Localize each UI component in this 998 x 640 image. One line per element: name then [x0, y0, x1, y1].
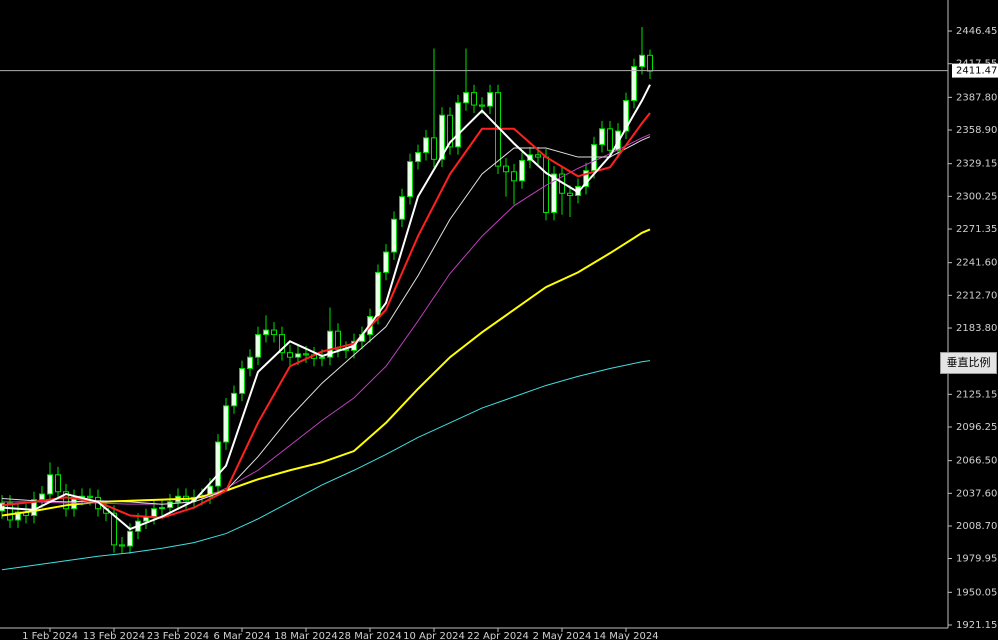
candle-body	[415, 152, 421, 163]
candle-body	[319, 356, 325, 359]
candle-body	[439, 114, 445, 160]
candle-body	[511, 171, 517, 182]
x-tick-label: 28 Mar 2024	[338, 631, 401, 640]
x-tick-label: 2 May 2024	[533, 631, 592, 640]
candle-body	[391, 218, 397, 253]
candle-body	[399, 196, 405, 220]
candle-body	[255, 334, 261, 358]
x-tick-label: 6 Mar 2024	[213, 631, 270, 640]
current-price-label: 2411.47	[956, 66, 997, 77]
y-tick-label: 2329.15	[956, 159, 997, 170]
y-tick-label: 2358.90	[956, 125, 997, 136]
candle-body	[431, 137, 437, 160]
x-tick-label: 23 Feb 2024	[147, 631, 209, 640]
candle-body	[487, 92, 493, 107]
x-tick-label: 14 May 2024	[593, 631, 658, 640]
candle-body	[263, 329, 269, 336]
y-tick-label: 2271.35	[956, 224, 997, 235]
candle-body	[167, 501, 173, 509]
candle-body	[335, 330, 341, 350]
y-tick-label: 2446.45	[956, 26, 997, 37]
candle-body	[479, 104, 485, 107]
y-tick-label: 2066.50	[956, 456, 997, 467]
candle-body	[631, 66, 637, 102]
candle-body	[639, 54, 645, 68]
candle-body	[247, 356, 253, 370]
candle-body	[471, 92, 477, 106]
candle-body	[407, 161, 413, 198]
candle-body	[423, 137, 429, 154]
candle-body	[503, 165, 509, 173]
candle-body	[239, 368, 245, 394]
candle-body	[119, 544, 125, 547]
candle-body	[303, 353, 309, 356]
candle-body	[87, 495, 93, 498]
moving-average-line	[1, 228, 651, 517]
moving-average-line	[1, 136, 651, 505]
x-tick-label: 1 Feb 2024	[22, 631, 78, 640]
x-tick-label: 22 Apr 2024	[467, 631, 529, 640]
candle-body	[39, 493, 45, 501]
candle-body	[55, 474, 61, 493]
candle-body	[151, 508, 157, 518]
candle-body	[7, 502, 13, 521]
x-tick-label: 13 Feb 2024	[83, 631, 145, 640]
moving-average-line	[1, 112, 651, 519]
current-price-box	[952, 63, 998, 78]
moving-average-line	[1, 360, 651, 571]
candle-body	[63, 491, 69, 510]
candle-body	[375, 271, 381, 317]
candle-body	[623, 100, 629, 132]
y-tick-label: 2183.80	[956, 323, 997, 334]
candle-body	[231, 392, 237, 407]
y-tick-label: 2212.70	[956, 290, 997, 301]
x-tick-label: 18 Mar 2024	[274, 631, 337, 640]
x-tick-label: 10 Apr 2024	[403, 631, 465, 640]
candle-body	[607, 128, 613, 151]
candle-body	[647, 54, 653, 72]
candle-body	[15, 511, 21, 521]
y-tick-label: 2008.70	[956, 521, 997, 532]
candle-body	[127, 530, 133, 547]
candle-body	[447, 114, 453, 148]
candle-body	[519, 159, 525, 182]
candle-body	[567, 192, 573, 197]
moving-average-line	[1, 84, 651, 531]
candle-body	[583, 170, 589, 187]
y-tick-label: 2387.80	[956, 92, 997, 103]
candle-body	[383, 251, 389, 273]
candle-body	[271, 329, 277, 336]
candle-body	[591, 144, 597, 172]
moving-average-line	[2, 133, 651, 505]
y-tick-label: 2037.60	[956, 488, 997, 499]
vertical-scale-button[interactable]: 垂直比例	[940, 352, 997, 374]
y-tick-label: 2096.25	[956, 422, 997, 433]
candle-body	[159, 507, 165, 510]
y-tick-label: 1950.05	[956, 587, 997, 598]
candle-body	[599, 128, 605, 146]
y-tick-label: 2125.15	[956, 389, 997, 400]
candle-body	[47, 474, 53, 495]
candle-body	[287, 352, 293, 358]
candle-body	[455, 102, 461, 148]
candle-body	[551, 173, 557, 213]
y-tick-label: 2300.25	[956, 191, 997, 202]
candle-body	[295, 353, 301, 358]
candle-body	[223, 405, 229, 443]
y-tick-label: 1921.15	[956, 620, 997, 631]
candle-body	[463, 92, 469, 104]
y-tick-label: 1979.95	[956, 554, 997, 565]
candle-body	[215, 441, 221, 487]
candle-body	[535, 154, 541, 158]
candle-body	[327, 330, 333, 358]
candle-body	[279, 334, 285, 354]
y-tick-label: 2241.60	[956, 258, 997, 269]
candle-body	[111, 512, 117, 546]
